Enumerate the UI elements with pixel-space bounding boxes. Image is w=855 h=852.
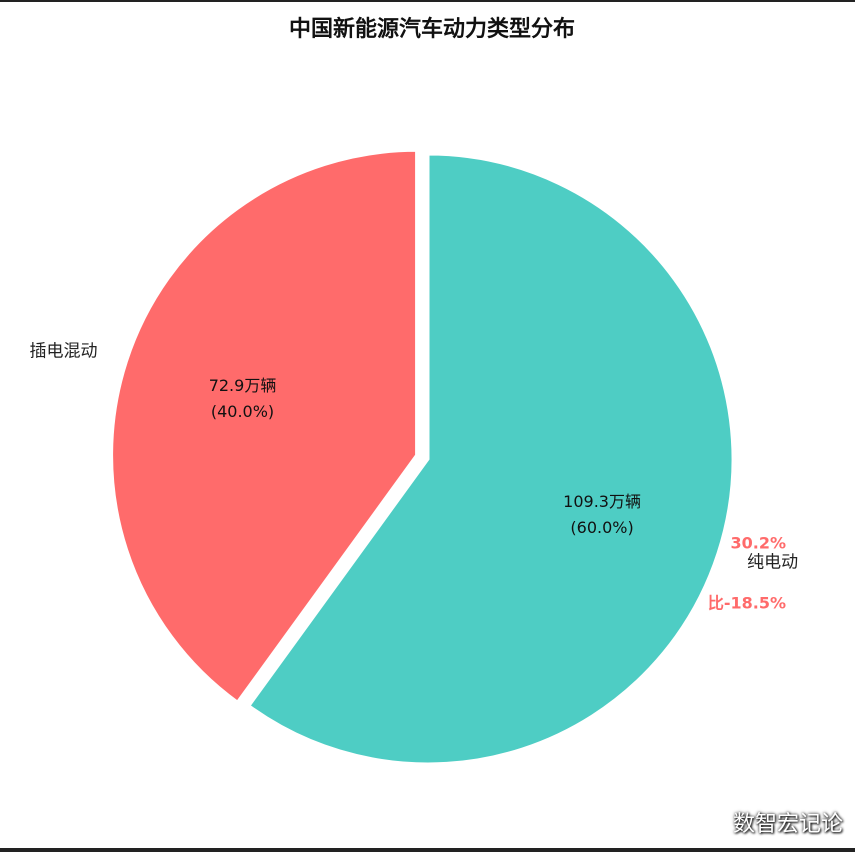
annotation: 比-18.5% [708, 594, 786, 613]
category-label: 插电混动 [29, 342, 97, 362]
chart-title: 中国新能源汽车动力类型分布 [289, 16, 575, 42]
category-label: 纯电动 [747, 553, 798, 573]
watermark: 数智宏记论 [732, 812, 843, 837]
pie-slice [246, 152, 735, 766]
pie-slice [110, 148, 419, 705]
value-label: 109.3万辆 (60.0%) [563, 492, 641, 538]
value-label: 72.9万辆 (40.0%) [208, 375, 277, 421]
annotation: 30.2% [730, 534, 786, 553]
